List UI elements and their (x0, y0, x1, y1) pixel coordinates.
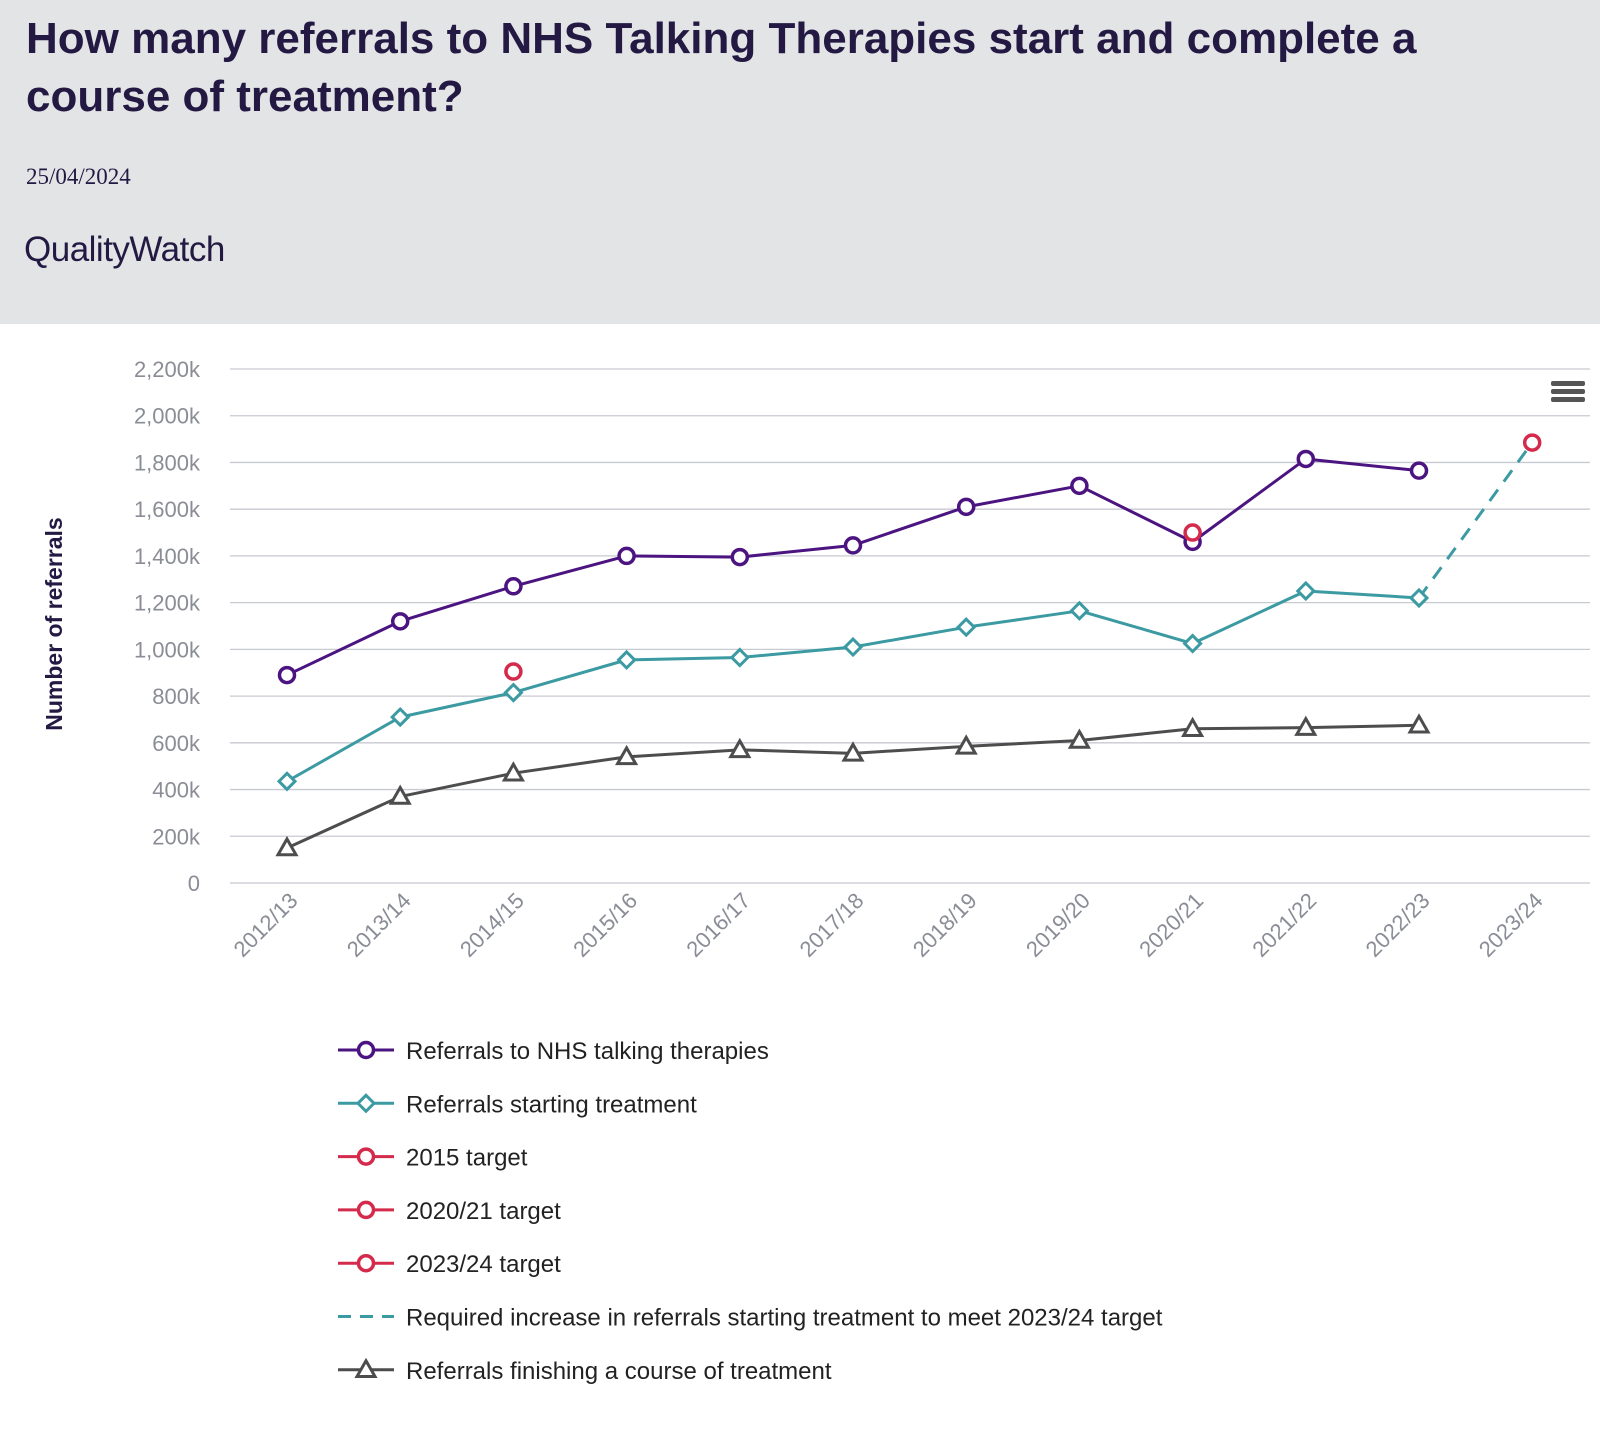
legend-label: 2015 target (406, 1145, 528, 1172)
data-point-triangle (1067, 728, 1091, 749)
y-tick-label: 1,200k (134, 591, 201, 616)
data-point-circle (843, 536, 863, 555)
line-chart: 0 200k 400k 600k 800k 1,000k 1,200k 1,400k 1,600… (41, 357, 1590, 1385)
x-tick-label: 2020/21 (1134, 888, 1208, 962)
x-tick-label: 2019/20 (1021, 888, 1095, 962)
legend-label: Required increase in referrals starting … (406, 1305, 1163, 1332)
data-point-triangle (841, 741, 865, 762)
x-tick-label: 2014/15 (455, 888, 529, 962)
data-point-diamond (616, 649, 637, 670)
legend-item[interactable]: 2020/21 target (338, 1198, 561, 1225)
y-axis-title: Number of referrals (41, 517, 67, 730)
data-point-diamond (503, 682, 524, 703)
y-tick-label: 2,200k (134, 357, 201, 382)
data-point-circle (1183, 523, 1202, 542)
hamburger-menu-icon-bar (1551, 397, 1585, 402)
data-point-circle (356, 1253, 376, 1273)
data-point-triangle (501, 761, 525, 782)
data-point-diamond (1069, 600, 1090, 621)
data-point-diamond (355, 1093, 377, 1114)
data-point-circle (277, 665, 297, 685)
legend-label: Referrals to NHS talking therapies (406, 1038, 769, 1065)
data-point-circle (956, 497, 976, 517)
legend-item[interactable]: 2023/24 target (338, 1251, 561, 1278)
y-tick-label: 1,400k (134, 544, 201, 569)
legend-item[interactable]: Referrals to NHS talking therapies (338, 1038, 769, 1065)
x-axis-ticks: 2012/13 2013/14 2014/15 2015/16 2016/17 2017/… (229, 888, 1548, 962)
y-tick-label: 800k (152, 684, 201, 709)
y-tick-label: 1,800k (134, 450, 201, 475)
data-point-triangle (1407, 713, 1431, 734)
data-point-triangle (354, 1357, 378, 1379)
data-point-circle (1522, 433, 1542, 452)
y-tick-label: 0 (188, 871, 200, 896)
brand-logo: QualityWatch (24, 230, 225, 269)
y-tick-label: 200k (152, 824, 201, 849)
data-point-circle (356, 1200, 376, 1220)
data-point-circle (1296, 449, 1316, 469)
data-point-diamond (956, 617, 977, 638)
series-layer (275, 433, 1542, 857)
data-point-diamond (1295, 580, 1316, 602)
legend: Referrals to NHS talking therapies Referr… (338, 1038, 1163, 1385)
data-point-triangle (615, 744, 639, 766)
x-tick-label: 2013/14 (342, 888, 416, 962)
data-point-diamond (390, 706, 411, 728)
y-tick-label: 600k (152, 731, 201, 756)
data-point-circle (1409, 461, 1429, 480)
chart-header: How many referrals to NHS Talking Therap… (0, 0, 1600, 324)
legend-item[interactable]: Referrals starting treatment (338, 1091, 697, 1118)
data-point-diamond (276, 771, 298, 792)
x-tick-label: 2018/19 (908, 888, 982, 962)
x-tick-label: 2023/24 (1474, 888, 1548, 962)
grid-lines (230, 368, 1590, 884)
legend-label: 2023/24 target (406, 1251, 561, 1278)
publish-date: 25/04/2024 (26, 164, 131, 189)
data-point-triangle (954, 734, 978, 755)
data-point-diamond (842, 636, 864, 658)
y-tick-label: 400k (152, 778, 201, 803)
data-point-diamond (1182, 633, 1203, 654)
data-point-circle (356, 1040, 376, 1060)
series-line (1417, 441, 1534, 599)
x-tick-label: 2021/22 (1247, 888, 1321, 962)
legend-label: Referrals starting treatment (406, 1091, 697, 1118)
data-point-circle (1070, 476, 1089, 496)
x-tick-label: 2022/23 (1361, 888, 1435, 962)
x-tick-label: 2017/18 (795, 888, 869, 962)
data-point-circle (730, 547, 750, 567)
y-tick-label: 2,000k (134, 404, 201, 429)
chart-title: How many referrals to NHS Talking Therap… (26, 14, 1417, 121)
data-point-triangle (275, 835, 299, 857)
y-tick-label: 1,000k (134, 637, 201, 662)
y-axis-ticks: 0 200k 400k 600k 800k 1,000k 1,200k 1,400k 1,600… (134, 357, 201, 896)
data-point-triangle (1181, 716, 1205, 738)
chart-menu-button[interactable] (1548, 378, 1588, 412)
x-tick-label: 2012/13 (229, 888, 303, 962)
data-point-circle (390, 612, 410, 631)
data-point-triangle (1294, 715, 1318, 736)
data-point-diamond (1408, 587, 1430, 609)
data-point-circle (504, 577, 523, 596)
legend-item[interactable]: 2015 target (338, 1145, 528, 1172)
hamburger-menu-icon-bar (1551, 389, 1585, 394)
legend-label: 2020/21 target (406, 1198, 561, 1225)
data-point-circle (504, 662, 523, 681)
data-point-circle (356, 1147, 376, 1166)
legend-label: Referrals finishing a course of treatmen… (406, 1358, 832, 1385)
data-point-circle (617, 546, 636, 566)
legend-item[interactable]: Required increase in referrals starting … (338, 1305, 1163, 1332)
data-point-triangle (388, 784, 412, 805)
x-tick-label: 2016/17 (681, 888, 755, 962)
x-tick-label: 2015/16 (568, 888, 642, 962)
y-tick-label: 1,600k (134, 497, 201, 522)
hamburger-menu-icon (1551, 381, 1585, 386)
data-point-diamond (729, 647, 750, 668)
legend-item[interactable]: Referrals finishing a course of treatmen… (338, 1357, 832, 1385)
data-point-triangle (728, 737, 752, 759)
